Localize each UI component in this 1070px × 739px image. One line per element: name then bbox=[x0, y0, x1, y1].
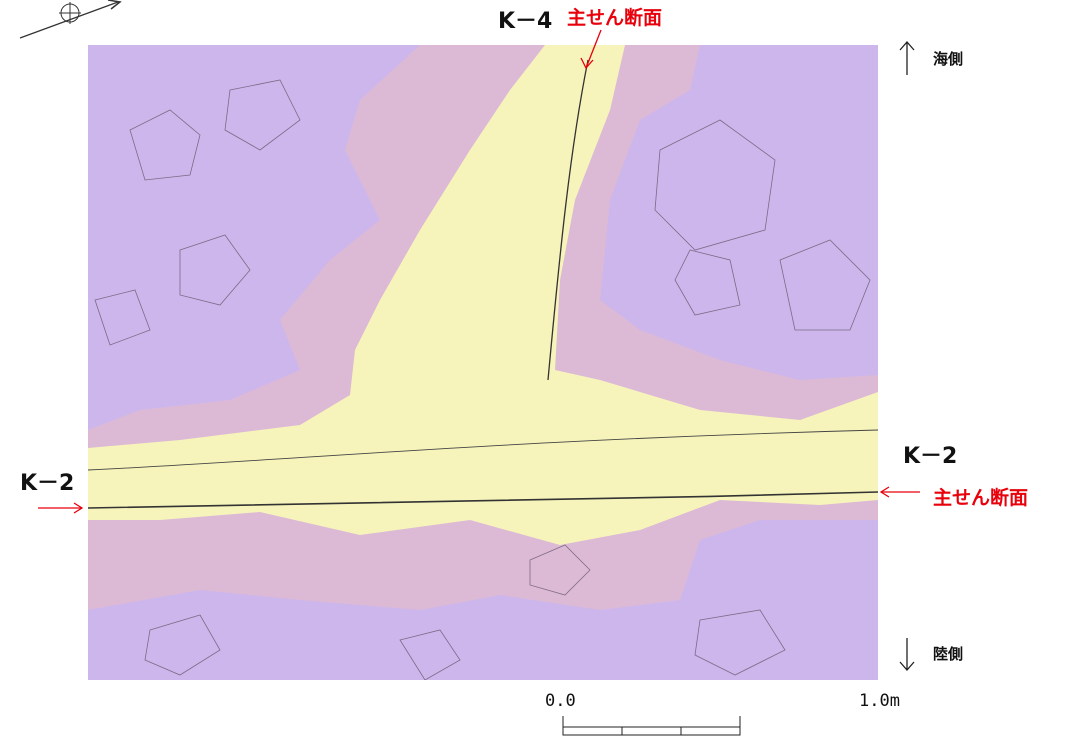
red-arrow bbox=[881, 487, 920, 497]
scale-bar bbox=[563, 716, 740, 735]
red-arrow bbox=[38, 503, 82, 513]
section-label: K－2 bbox=[903, 444, 957, 469]
section-label: K－2 bbox=[20, 471, 74, 496]
outcrop-sketch bbox=[88, 45, 878, 680]
shear-label: 主せん断面 bbox=[567, 6, 662, 29]
shear-label: 主せん断面 bbox=[933, 486, 1028, 509]
scale-label: 1.0m bbox=[859, 691, 900, 711]
side-arrow bbox=[900, 42, 914, 670]
section-label: K－4 bbox=[498, 9, 552, 34]
north-arrow bbox=[20, 0, 120, 38]
side-label: 海側 bbox=[933, 50, 963, 68]
scale-label: 0.0 bbox=[545, 691, 576, 711]
sketch: K－4 主せん断面 海側 陸側 K－2 K－2 主せん断面 0.0 1.0m bbox=[0, 0, 1070, 739]
side-label: 陸側 bbox=[933, 645, 963, 663]
